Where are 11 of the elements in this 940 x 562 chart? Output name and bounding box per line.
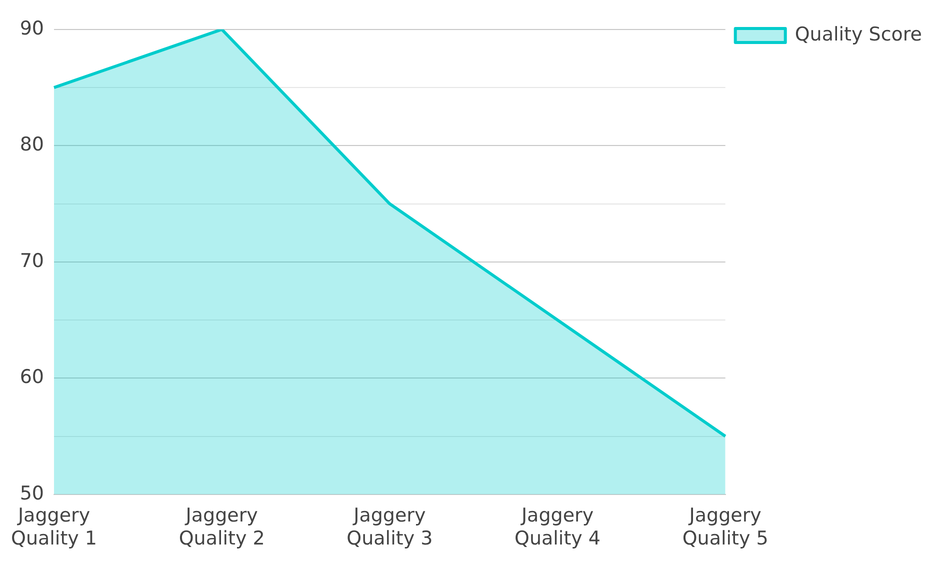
x-tick-label: Jaggery Quality 1: [10, 504, 98, 550]
legend-label: Quality Score: [794, 23, 922, 46]
y-tick-label: 70: [20, 250, 44, 272]
y-tick-label: 50: [20, 482, 44, 504]
y-tick-label: 80: [20, 134, 44, 156]
x-tick-label: Jaggery Quality 3: [346, 504, 433, 550]
x-tick-label: Jaggery Quality 2: [178, 504, 265, 550]
y-tick-label: 60: [20, 366, 44, 388]
x-tick-label: Jaggery Quality 4: [514, 504, 601, 550]
y-tick-label: 90: [20, 17, 44, 40]
x-tick-label: Jaggery Quality 5: [682, 504, 768, 550]
